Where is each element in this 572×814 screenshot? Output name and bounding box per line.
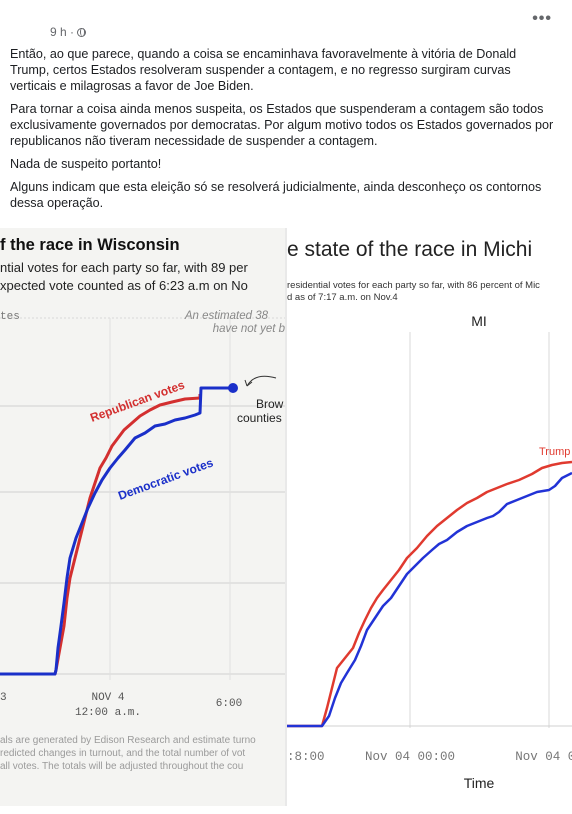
republican-votes-line (0, 394, 202, 676)
x-axis-label: Time (464, 775, 495, 791)
post-paragraph: Para tornar a coisa ainda menos suspeita… (10, 102, 554, 148)
wisconsin-subtitle-1: ntial votes for each party so far, with … (0, 260, 249, 275)
timestamp-text[interactable]: 9 h · (50, 25, 75, 39)
michigan-chart: e state of the race in Michi residential… (287, 238, 572, 791)
wisconsin-footnote-3: all votes. The totals will be adjusted t… (0, 761, 243, 772)
wisconsin-footnote-2: redicted changes in turnout, and the tot… (0, 748, 245, 759)
wisconsin-chart-panel: f the race in Wisconsin ntial votes for … (0, 228, 285, 806)
michigan-republican-line (287, 460, 572, 728)
democratic-votes-line (0, 386, 232, 676)
michigan-subtitle-2: d as of 7:17 a.m. on Nov.4 (287, 292, 398, 303)
wisconsin-callout-2: counties (237, 411, 282, 425)
globe-icon (77, 27, 87, 37)
x-tick-label: Nov 04 00:00 (365, 750, 455, 764)
post-body: Então, ao que parece, quando a coisa se … (10, 46, 558, 218)
post-header: 9 h · ••• (0, 0, 572, 40)
x-tick-label: Nov 04 06 (515, 750, 572, 764)
wisconsin-title: f the race in Wisconsin (0, 236, 180, 254)
latest-point-marker (228, 383, 238, 393)
wisconsin-footnote-1: als are generated by Edison Research and… (0, 735, 256, 746)
x-tick-label: NOV 4 (91, 692, 124, 704)
michigan-subtitle-1: residential votes for each party so far,… (287, 280, 540, 291)
post-paragraph: Alguns indicam que esta eleição só se re… (10, 180, 542, 210)
wisconsin-subtitle-2: xpected vote counted as of 6:23 a.m on N… (0, 278, 248, 293)
post-paragraph: Nada de suspeito portanto! (10, 157, 162, 171)
post-image[interactable]: f the race in Wisconsin ntial votes for … (0, 228, 572, 806)
michigan-democratic-line (287, 471, 572, 728)
wisconsin-axis-label: tes (0, 311, 20, 323)
arrow-head-icon (244, 379, 253, 387)
x-tick-label: 6:00 (216, 698, 242, 710)
michigan-chart-panel: e state of the race in Michi residential… (287, 228, 572, 806)
callout-arrow (246, 375, 277, 387)
x-tick-label: 3 (0, 692, 7, 704)
image-divider (285, 228, 287, 806)
michigan-title: e state of the race in Michi (287, 238, 532, 261)
post-paragraph: Então, ao que parece, quando a coisa se … (10, 47, 517, 93)
trump-label: Trump (539, 446, 570, 458)
michigan-state-label: MI (471, 313, 487, 329)
more-options-button[interactable]: ••• (532, 10, 552, 27)
x-tick-label: :8:00 (287, 750, 325, 764)
wisconsin-callout-1: Brow (256, 397, 284, 411)
wisconsin-estimate-note-2: have not yet b (213, 323, 285, 335)
democratic-votes-label: Democratic votes (116, 455, 215, 502)
post-timestamp[interactable]: 9 h · (50, 25, 87, 39)
wisconsin-estimate-note-1: An estimated 38 (184, 310, 269, 322)
x-tick-label: 12:00 a.m. (75, 707, 141, 719)
wisconsin-chart: f the race in Wisconsin ntial votes for … (0, 236, 285, 772)
